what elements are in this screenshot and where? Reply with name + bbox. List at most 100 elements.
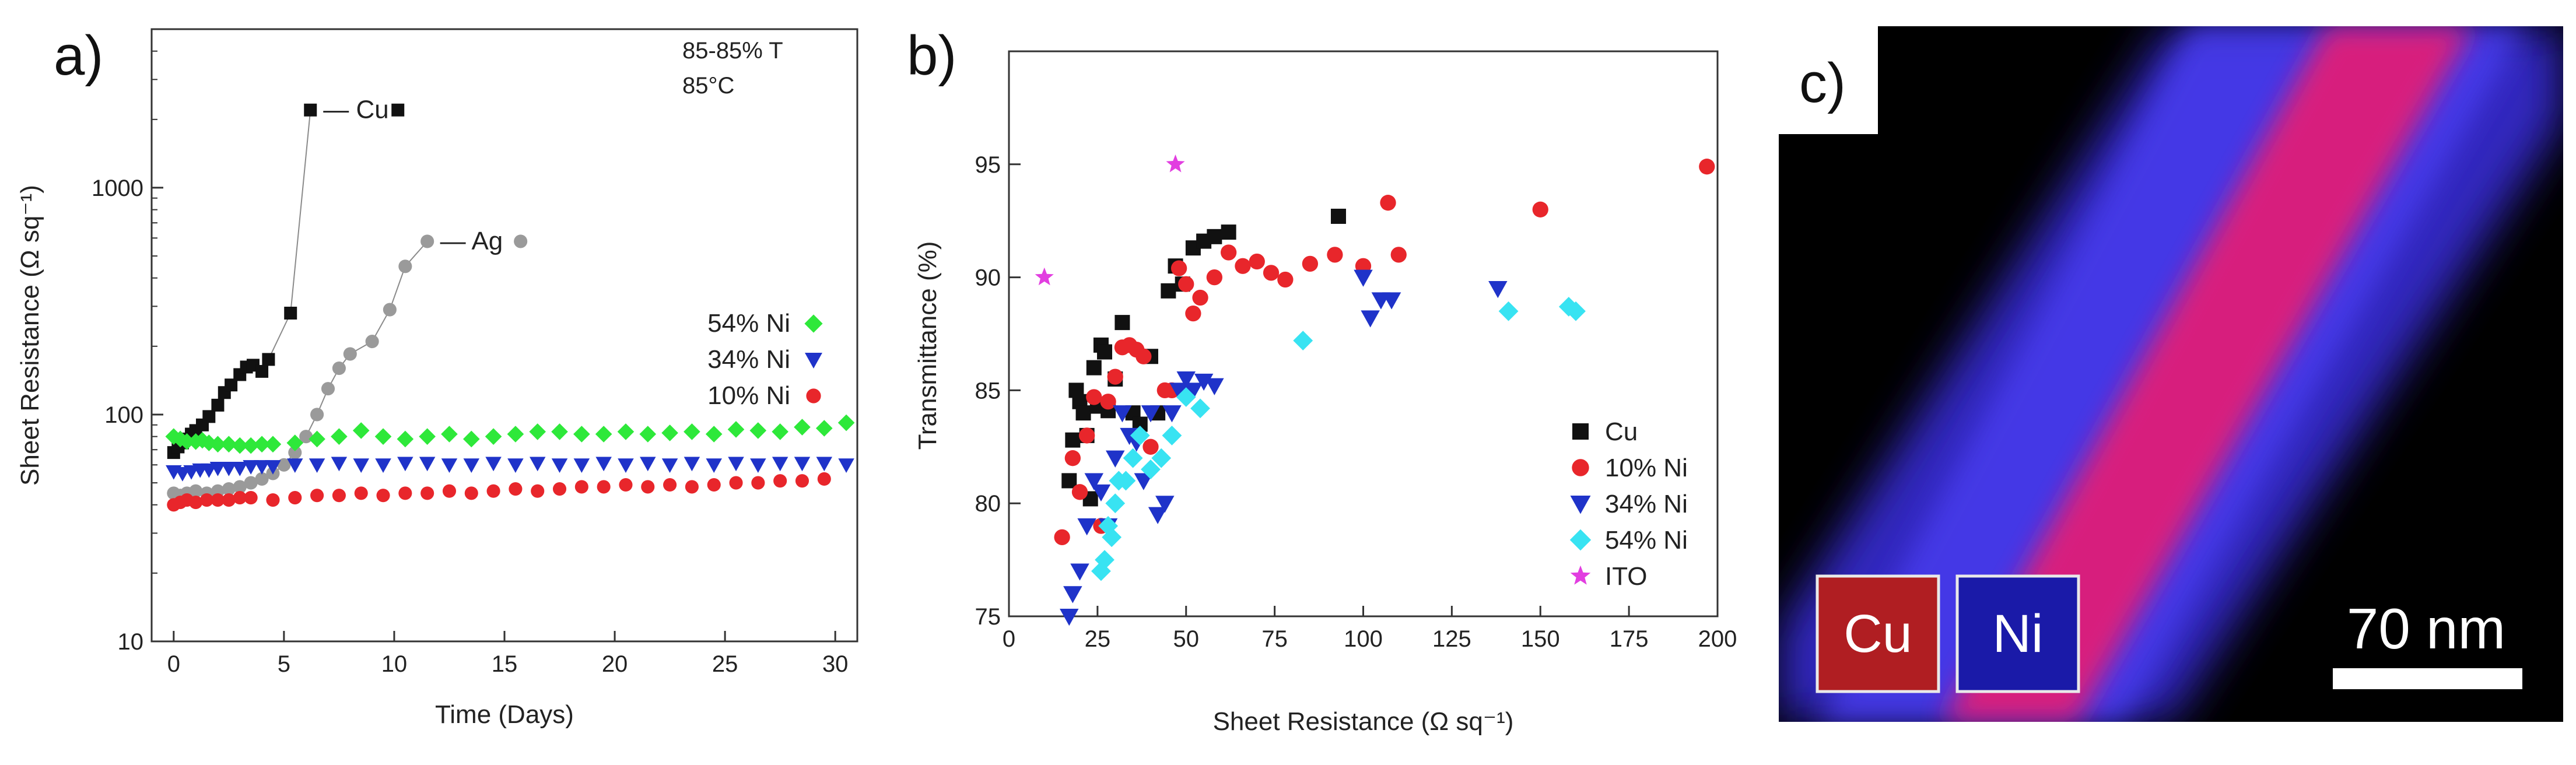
legend-marker-54pct-ni: [804, 314, 823, 333]
point-54pct-ni: [1105, 493, 1126, 514]
point-10pct-ni: [199, 493, 214, 507]
panel-b-label: b): [907, 24, 956, 87]
cu-label: Cu: [1843, 604, 1912, 664]
x-tick-label: 15: [492, 651, 518, 677]
legend-marker-54pct-ni: [1569, 529, 1592, 551]
y-tick-label: 1000: [92, 176, 143, 201]
point-54pct-ni: [397, 430, 414, 448]
point-54pct-ni: [1091, 561, 1111, 581]
point-54pct-ni: [794, 419, 811, 436]
label-inset: [1779, 26, 1878, 134]
legend-marker-10pct-ni: [1572, 459, 1589, 476]
point-54pct-ni: [684, 423, 700, 440]
point-34pct-ni: [375, 458, 391, 473]
eds-map-image: [1779, 26, 2563, 722]
point-10pct-ni: [1249, 253, 1265, 270]
x-tick-label: 50: [1173, 626, 1200, 652]
point-10pct-ni: [1380, 195, 1396, 211]
point-10pct-ni: [398, 486, 412, 500]
legend-label-34pct-ni: 34% Ni: [707, 345, 790, 374]
y-tick-label: 95: [975, 152, 1001, 178]
legend-label-10pct-ni: 10% Ni: [1605, 454, 1688, 482]
panel-b-legend: Cu 10% Ni 34% Ni 54% Ni ITO: [1569, 417, 1688, 591]
point-10pct-ni: [1135, 348, 1152, 364]
point-34pct-ni: [684, 457, 700, 472]
point-34pct-ni: [706, 458, 722, 473]
series-line-cu: [173, 110, 311, 453]
point-34pct-ni: [816, 457, 833, 472]
point-10pct-ni: [1390, 247, 1407, 263]
series-10pct-ni: [1054, 159, 1715, 545]
point-54pct-ni: [617, 423, 635, 440]
point-34pct-ni: [728, 457, 744, 472]
point-ag: [222, 482, 236, 496]
legend-label-10pct-ni: 10% Ni: [707, 381, 790, 410]
point-34pct-ni: [287, 458, 303, 473]
point-10pct-ni: [1263, 265, 1280, 281]
point-10pct-ni: [817, 472, 831, 486]
panel-a-axes: 0 5 10 15 20 25 30 10 100 1000 Time (Days) Sheet Re…: [16, 28, 858, 729]
x-tick-label: 0: [167, 651, 180, 677]
legend-marker-ito: [1570, 565, 1591, 585]
point-34pct-ni: [220, 461, 237, 476]
point-10pct-ni: [1206, 269, 1223, 286]
point-54pct-ni: [462, 430, 480, 448]
point-10pct-ni: [509, 482, 523, 496]
point-cu: [1097, 344, 1113, 360]
series-cu: [1061, 208, 1346, 507]
point-34pct-ni: [1134, 473, 1154, 490]
point-54pct-ni: [1123, 448, 1143, 468]
point-ito: [1166, 154, 1185, 173]
point-ag: [244, 476, 258, 490]
point-54pct-ni: [705, 426, 723, 443]
legend-label-54pct-ni: 54% Ni: [707, 309, 790, 338]
point-cu: [1065, 432, 1081, 448]
point-10pct-ni: [1170, 260, 1187, 276]
point-cu: [1086, 360, 1102, 376]
x-tick-label: 175: [1610, 626, 1649, 652]
point-10pct-ni: [1079, 427, 1095, 444]
point-34pct-ni: [618, 458, 634, 473]
point-ito: [1035, 267, 1054, 286]
point-54pct-ni: [231, 437, 248, 454]
point-ag: [365, 335, 379, 349]
point-34pct-ni: [254, 460, 270, 475]
point-cu: [1114, 315, 1130, 331]
condition-temperature: 85°C: [682, 73, 734, 99]
point-ag: [189, 484, 203, 498]
series-54pct-ni: [1091, 297, 1586, 581]
panel-a-legend: 54% Ni 34% Ni 10% Ni: [707, 309, 823, 410]
panel-a-marks: — Cu — Ag: [165, 96, 855, 512]
series-34pct-ni: [1060, 269, 1508, 626]
x-tick-label: 150: [1521, 626, 1560, 652]
y-tick-label: 90: [975, 265, 1001, 291]
point-54pct-ni: [419, 428, 436, 445]
point-10pct-ni: [1054, 529, 1070, 545]
point-54pct-ni: [749, 422, 767, 439]
point-34pct-ni: [772, 457, 788, 472]
point-10pct-ni: [1142, 438, 1159, 455]
point-34pct-ni: [1091, 484, 1111, 502]
x-axis-label: Sheet Resistance (Ω sq⁻¹): [1213, 707, 1514, 736]
point-54pct-ni: [165, 428, 183, 445]
series-ito: [1035, 154, 1185, 286]
point-34pct-ni: [1488, 280, 1508, 299]
point-54pct-ni: [1130, 426, 1150, 445]
point-34pct-ni: [1141, 405, 1161, 423]
point-cu: [1330, 208, 1346, 224]
legend-marker-cu: [1572, 423, 1589, 440]
x-tick-label: 200: [1698, 626, 1737, 652]
point-54pct-ni: [1116, 471, 1136, 491]
point-10pct-ni: [222, 493, 236, 507]
point-54pct-ni: [507, 426, 524, 443]
point-54pct-ni: [1566, 301, 1586, 321]
point-ag: [299, 430, 313, 444]
point-10pct-ni: [1100, 394, 1116, 410]
point-10pct-ni: [310, 489, 324, 503]
point-10pct-ni: [486, 484, 500, 498]
point-10pct-ni: [244, 491, 258, 505]
point-34pct-ni: [595, 457, 612, 472]
point-54pct-ni: [1162, 426, 1182, 445]
cu-core: [1942, 26, 2473, 722]
x-tick-label: 100: [1344, 626, 1383, 652]
